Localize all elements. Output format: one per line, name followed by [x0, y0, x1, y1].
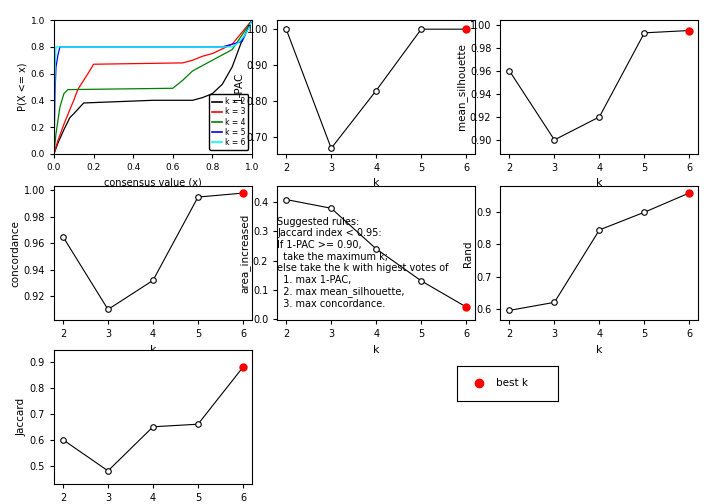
k = 2: [189, 97, 197, 103]
k = 5: [248, 17, 256, 23]
Y-axis label: Jaccard: Jaccard: [17, 398, 27, 436]
k = 6: [50, 151, 58, 157]
k = 4: [60, 91, 68, 97]
k = 6: [50, 71, 59, 77]
Y-axis label: Rand: Rand: [463, 240, 473, 267]
k = 4: [208, 57, 217, 64]
k = 4: [55, 104, 64, 110]
k = 2: [53, 140, 63, 146]
k = 6: [228, 44, 236, 50]
k = 2: [208, 91, 217, 97]
k = 6: [52, 44, 60, 50]
k = 4: [63, 87, 72, 93]
k = 3: [198, 53, 207, 59]
k = 4: [189, 68, 197, 74]
Line: k = 2: k = 2: [54, 20, 252, 154]
k = 3: [189, 57, 197, 64]
k = 4: [248, 17, 256, 23]
k = 2: [50, 151, 58, 157]
k = 4: [228, 46, 236, 52]
Text: best k: best k: [495, 379, 528, 389]
k = 5: [50, 151, 58, 157]
Y-axis label: area_increased: area_increased: [239, 214, 250, 293]
k = 2: [228, 64, 236, 70]
k = 3: [248, 17, 256, 23]
k = 3: [79, 77, 88, 83]
k = 5: [52, 64, 60, 70]
Y-axis label: concordance: concordance: [11, 220, 21, 287]
k = 2: [218, 81, 227, 87]
k = 6: [50, 97, 59, 103]
k = 6: [240, 33, 248, 39]
Y-axis label: P(X <= x): P(X <= x): [18, 62, 28, 111]
k = 4: [50, 151, 58, 157]
k = 3: [208, 50, 217, 56]
k = 2: [79, 100, 88, 106]
k = 5: [50, 91, 59, 97]
k = 2: [60, 127, 68, 133]
Text: Suggested rules:
Jaccard index < 0.95:
If 1-PAC >= 0.90,
  take the maximum k;
e: Suggested rules: Jaccard index < 0.95: I…: [277, 217, 449, 309]
k = 2: [148, 97, 157, 103]
k = 3: [89, 61, 98, 67]
k = 4: [179, 77, 187, 83]
k = 5: [53, 52, 63, 58]
Legend: k = 2, k = 3, k = 4, k = 5, k = 6: k = 2, k = 3, k = 4, k = 5, k = 6: [210, 94, 248, 150]
X-axis label: k: k: [373, 178, 379, 188]
k = 6: [243, 27, 253, 33]
k = 3: [85, 68, 94, 74]
X-axis label: consensus value (x): consensus value (x): [104, 177, 202, 187]
X-axis label: k: k: [596, 345, 603, 355]
k = 5: [238, 38, 246, 44]
k = 2: [66, 114, 74, 120]
k = 2: [70, 111, 78, 117]
k = 3: [66, 107, 74, 113]
k = 5: [55, 44, 64, 50]
X-axis label: k: k: [373, 345, 379, 355]
k = 2: [238, 37, 246, 43]
Line: k = 5: k = 5: [54, 20, 252, 154]
Y-axis label: 1-PAC: 1-PAC: [234, 72, 244, 102]
Line: k = 4: k = 4: [54, 20, 252, 154]
k = 2: [198, 95, 207, 101]
Line: k = 6: k = 6: [54, 20, 252, 154]
k = 5: [228, 41, 236, 47]
k = 3: [60, 121, 68, 128]
Y-axis label: mean_silhouette: mean_silhouette: [456, 43, 467, 131]
k = 3: [179, 60, 187, 66]
k = 5: [218, 44, 227, 50]
k = 3: [73, 87, 82, 93]
k = 2: [248, 17, 256, 23]
k = 4: [52, 131, 60, 137]
k = 3: [70, 97, 78, 103]
k = 6: [234, 40, 243, 46]
X-axis label: k: k: [596, 178, 603, 188]
k = 3: [50, 151, 58, 157]
X-axis label: k: k: [150, 345, 156, 355]
k = 6: [248, 17, 256, 23]
k = 4: [168, 85, 177, 91]
k = 3: [53, 138, 63, 144]
k = 3: [228, 41, 236, 47]
Line: k = 3: k = 3: [54, 20, 252, 154]
